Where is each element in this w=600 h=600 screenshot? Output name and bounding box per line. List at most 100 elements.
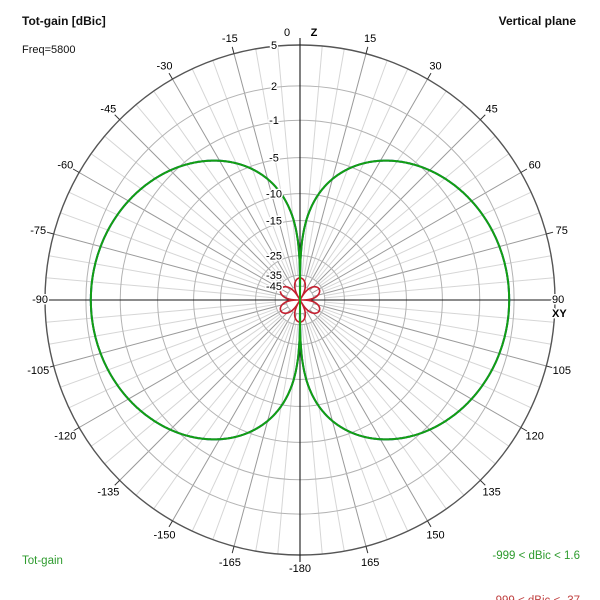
angle-tick xyxy=(520,168,528,173)
spoke xyxy=(68,310,278,409)
angle-tick xyxy=(479,479,486,486)
frequency-label: Freq=5800 xyxy=(22,44,76,56)
spoke xyxy=(303,48,345,276)
spoke xyxy=(311,172,522,294)
spoke xyxy=(313,90,447,280)
spoke xyxy=(53,303,287,367)
spoke xyxy=(303,324,345,552)
gain-ring-label: -10 xyxy=(266,189,282,201)
angle-tick xyxy=(46,231,54,235)
spoke xyxy=(45,277,276,299)
angle-label-minus-90: -90 xyxy=(32,294,48,306)
angle-label: 60 xyxy=(529,160,541,172)
spoke xyxy=(135,104,285,282)
spoke xyxy=(313,320,447,510)
spoke xyxy=(309,119,481,291)
gain-ring-label: -25 xyxy=(266,251,282,263)
tot-gain-curve xyxy=(89,159,511,441)
spoke xyxy=(322,310,532,409)
spoke xyxy=(324,255,552,297)
angle-label: -60 xyxy=(57,160,73,172)
angle-label: -150 xyxy=(153,530,175,542)
spoke xyxy=(313,233,547,297)
spoke xyxy=(306,311,428,522)
spoke xyxy=(153,90,287,280)
spoke xyxy=(104,135,282,285)
spoke xyxy=(323,308,540,388)
angle-label: 75 xyxy=(556,225,568,237)
spoke xyxy=(255,48,297,276)
angle-tick xyxy=(365,46,369,54)
spoke xyxy=(172,311,294,522)
zenith-axis-label: Z xyxy=(311,27,318,39)
angle-label: -165 xyxy=(219,557,241,569)
angle-tick xyxy=(427,72,432,80)
angle-tick xyxy=(231,46,235,54)
angle-label: -75 xyxy=(30,225,46,237)
gain-ring-label: -15 xyxy=(266,215,282,227)
spoke xyxy=(233,53,297,287)
angle-label-0: 0 xyxy=(284,27,290,39)
spoke xyxy=(315,318,465,496)
spoke xyxy=(255,324,297,552)
spoke xyxy=(48,255,276,297)
angle-label: 150 xyxy=(426,530,444,542)
angle-tick xyxy=(114,114,121,121)
spoke xyxy=(315,104,465,282)
spoke xyxy=(78,172,289,294)
angle-label-180: -180 xyxy=(289,563,311,575)
spoke xyxy=(119,119,291,291)
legend-tot-gain: Tot-gain xyxy=(22,555,63,567)
angle-tick xyxy=(479,114,486,121)
spoke xyxy=(191,68,290,278)
spoke xyxy=(322,191,532,290)
angle-tick xyxy=(231,546,235,554)
spoke xyxy=(318,315,496,465)
angle-label: 45 xyxy=(486,103,498,115)
spoke xyxy=(323,212,540,292)
spoke xyxy=(301,324,323,555)
spoke xyxy=(48,303,276,345)
angle-tick xyxy=(365,546,369,554)
angle-tick xyxy=(546,365,554,369)
spoke xyxy=(303,53,367,287)
plot-title: Tot-gain [dBic] xyxy=(22,14,106,28)
angle-label: -45 xyxy=(100,103,116,115)
spoke xyxy=(324,277,555,299)
legend-ranges: -999 < dBic < 1.6 -999 < dBic < -37 -999… xyxy=(492,519,580,600)
plane-label: Vertical plane xyxy=(498,14,576,28)
angle-label-90: 90 xyxy=(552,294,564,306)
angle-label: 15 xyxy=(364,33,376,45)
spoke xyxy=(320,313,510,447)
angle-label: -15 xyxy=(222,33,238,45)
angle-tick xyxy=(168,72,173,80)
spoke xyxy=(135,318,285,496)
angle-tick xyxy=(72,427,80,432)
gain-ring-label: 2 xyxy=(271,81,277,93)
gain-ring-label: 5 xyxy=(271,40,277,52)
spoke xyxy=(90,153,280,287)
spoke xyxy=(324,301,555,323)
legend-series: Tot-gain Lhcp-gain Rhcp-gain Phi= 0 xyxy=(22,519,74,600)
spoke xyxy=(311,306,522,428)
spoke xyxy=(324,303,552,345)
angle-tick xyxy=(168,520,173,528)
spoke xyxy=(119,309,291,481)
angle-label: -135 xyxy=(97,487,119,499)
spoke xyxy=(310,68,409,278)
angle-label: 30 xyxy=(429,60,441,72)
spoke xyxy=(310,322,409,532)
spoke xyxy=(320,153,510,287)
spoke xyxy=(78,306,289,428)
spoke xyxy=(306,78,428,289)
angle-label: -105 xyxy=(27,365,49,377)
spoke xyxy=(172,78,294,289)
spoke xyxy=(301,45,323,276)
spoke xyxy=(313,303,547,367)
spoke xyxy=(45,301,276,323)
spoke xyxy=(277,45,299,276)
spoke xyxy=(68,191,278,290)
spoke xyxy=(60,212,277,292)
range-tot-gain: -999 < dBic < 1.6 xyxy=(492,550,580,562)
